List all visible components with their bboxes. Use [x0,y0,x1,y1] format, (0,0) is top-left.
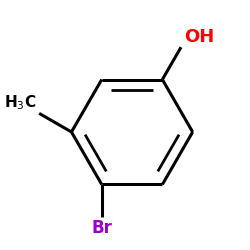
Text: Br: Br [91,220,112,238]
Text: H$_3$C: H$_3$C [4,94,37,112]
Text: OH: OH [184,28,215,46]
